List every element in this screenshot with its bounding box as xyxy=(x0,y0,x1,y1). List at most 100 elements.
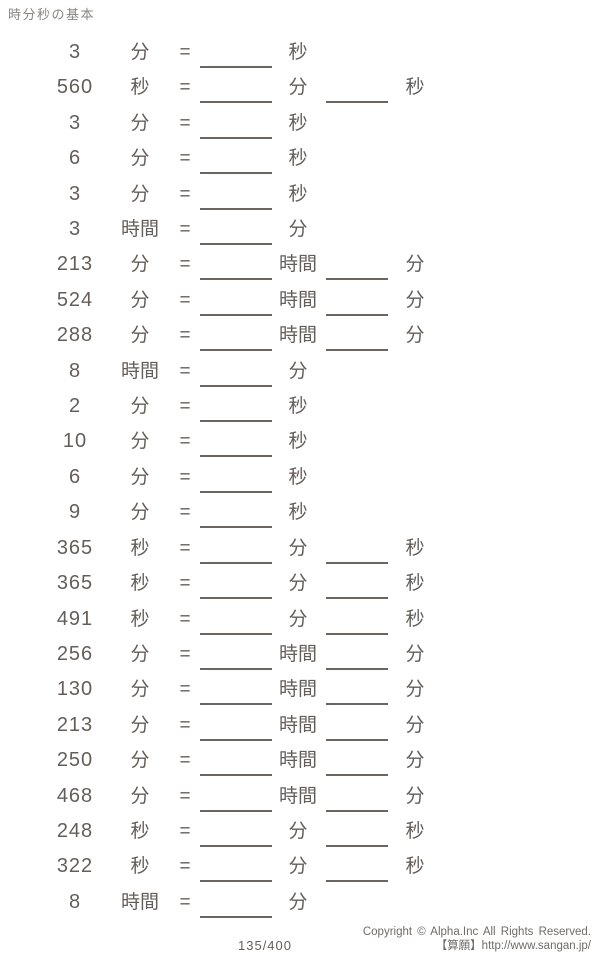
answer-unit-1: 分 xyxy=(288,891,308,913)
answer-blank-1 xyxy=(200,389,272,423)
equals-sign: = xyxy=(179,325,191,347)
answer-blank-1 xyxy=(200,177,272,210)
equals-sign: = xyxy=(179,396,191,418)
answer-unit-2: 分 xyxy=(405,785,425,807)
equals-sign: = xyxy=(179,77,191,99)
problem-value: 322 xyxy=(56,855,94,878)
answer-unit-2: 分 xyxy=(405,679,425,701)
problem-value: 250 xyxy=(56,749,94,772)
answer-unit-2: 分 xyxy=(405,289,425,311)
answer-unit-1: 秒 xyxy=(288,466,308,488)
answer-unit-1: 分 xyxy=(288,856,308,878)
answer-unit-1: 秒 xyxy=(288,183,308,205)
answer-blank-1 xyxy=(200,460,272,493)
answer-unit-1: 秒 xyxy=(288,112,308,134)
answer-unit-1: 分 xyxy=(288,537,308,559)
problem-unit: 秒 xyxy=(130,573,150,595)
answer-blank-2 xyxy=(326,318,388,352)
problem-unit: 時間 xyxy=(120,360,159,382)
problem-unit: 秒 xyxy=(130,537,150,559)
answer-blank-1 xyxy=(200,247,272,281)
answer-blank-1 xyxy=(200,283,272,316)
answer-blank-2 xyxy=(326,779,388,812)
answer-blank-1 xyxy=(200,779,272,812)
answer-unit-1: 秒 xyxy=(288,396,308,418)
answer-unit-1: 時間 xyxy=(278,679,317,701)
answer-blank-2 xyxy=(326,70,388,104)
problem-row: 10 分 = 秒 xyxy=(0,424,600,459)
equals-sign: = xyxy=(179,148,191,170)
answer-blank-1 xyxy=(200,849,272,883)
problem-row: 3 分 = 秒 xyxy=(0,35,600,70)
problem-unit: 分 xyxy=(130,502,150,524)
answer-unit-2: 秒 xyxy=(405,856,425,878)
problem-value: 524 xyxy=(56,288,94,311)
problem-value: 130 xyxy=(56,678,94,701)
equals-sign: = xyxy=(179,573,191,595)
problem-unit: 分 xyxy=(130,42,150,63)
problem-unit: 分 xyxy=(130,431,150,453)
answer-blank-1 xyxy=(200,637,272,670)
answer-blank-1 xyxy=(200,424,272,458)
problem-value: 468 xyxy=(56,784,94,807)
problem-value: 3 xyxy=(68,182,82,205)
answer-unit-1: 時間 xyxy=(278,750,317,772)
problem-value: 2 xyxy=(68,395,82,418)
problem-unit: 分 xyxy=(130,183,150,205)
problem-value: 9 xyxy=(68,501,82,524)
problem-value: 560 xyxy=(56,76,94,99)
answer-blank-1 xyxy=(200,354,272,387)
equals-sign: = xyxy=(179,714,191,736)
problem-row: 365 秒 = 分 秒 xyxy=(0,531,600,566)
answer-unit-1: 分 xyxy=(288,219,308,241)
equals-sign: = xyxy=(179,431,191,453)
answer-unit-1: 秒 xyxy=(288,502,308,524)
problem-row: 8 時間 = 分 xyxy=(0,354,600,389)
answer-unit-1: 時間 xyxy=(278,254,317,276)
problem-value: 6 xyxy=(68,465,82,488)
problem-unit: 分 xyxy=(130,112,150,134)
equals-sign: = xyxy=(179,42,191,63)
answer-blank-2 xyxy=(326,566,388,600)
answer-blank-2 xyxy=(326,602,388,635)
answer-unit-2: 秒 xyxy=(405,537,425,559)
answer-unit-1: 時間 xyxy=(278,289,317,311)
equals-sign: = xyxy=(179,856,191,878)
equals-sign: = xyxy=(179,289,191,311)
answer-unit-1: 分 xyxy=(288,608,308,630)
answer-blank-2 xyxy=(326,672,388,706)
problem-unit: 分 xyxy=(130,325,150,347)
problem-row: 130 分 = 時間 分 xyxy=(0,672,600,707)
problem-row: 560 秒 = 分 秒 xyxy=(0,70,600,105)
answer-blank-2 xyxy=(326,814,388,847)
answer-blank-1 xyxy=(200,318,272,352)
equals-sign: = xyxy=(179,502,191,524)
equals-sign: = xyxy=(179,679,191,701)
problem-unit: 分 xyxy=(130,254,150,276)
equals-sign: = xyxy=(179,785,191,807)
problem-list: 3 分 = 秒 560 秒 = 分 秒 3 分 = 秒 xyxy=(0,35,600,920)
problem-row: 9 分 = 秒 xyxy=(0,495,600,530)
equals-sign: = xyxy=(179,891,191,913)
answer-blank-2 xyxy=(326,743,388,777)
answer-blank-2 xyxy=(326,531,388,564)
equals-sign: = xyxy=(179,466,191,488)
answer-blank-1 xyxy=(200,106,272,139)
answer-unit-2: 分 xyxy=(405,254,425,276)
problem-value: 213 xyxy=(56,253,94,276)
answer-unit-2: 秒 xyxy=(405,573,425,595)
equals-sign: = xyxy=(179,643,191,665)
problem-row: 491 秒 = 分 秒 xyxy=(0,602,600,637)
equals-sign: = xyxy=(179,219,191,241)
answer-unit-2: 秒 xyxy=(405,77,425,99)
problem-unit: 秒 xyxy=(130,608,150,630)
problem-value: 491 xyxy=(56,607,94,630)
footer-copyright: Copyright © Alpha.Inc All Rights Reserve… xyxy=(363,925,591,953)
answer-unit-2: 分 xyxy=(405,750,425,772)
problem-row: 524 分 = 時間 分 xyxy=(0,283,600,318)
answer-unit-1: 時間 xyxy=(278,714,317,736)
problem-value: 365 xyxy=(56,536,94,559)
problem-unit: 分 xyxy=(130,148,150,170)
answer-blank-1 xyxy=(200,672,272,706)
